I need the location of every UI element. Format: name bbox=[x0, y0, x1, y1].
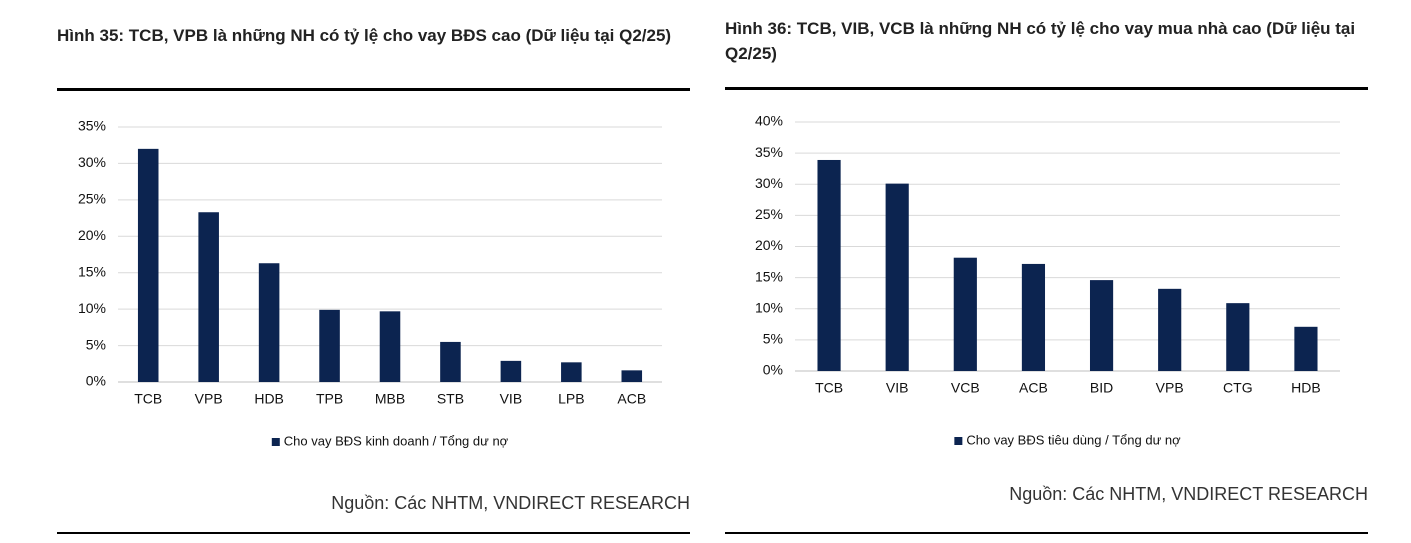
bar bbox=[379, 311, 401, 382]
x-tick-label: VIB bbox=[886, 380, 909, 396]
source: Nguồn: Các NHTM, VNDIRECT RESEARCH bbox=[1009, 484, 1368, 504]
bar bbox=[1294, 326, 1318, 371]
y-tick-label: 20% bbox=[78, 227, 106, 243]
bar bbox=[1089, 280, 1114, 371]
x-tick-label: CTG bbox=[1223, 380, 1253, 396]
y-tick-label: 35% bbox=[78, 118, 106, 134]
bottom-rule bbox=[725, 532, 1368, 534]
bar bbox=[1158, 288, 1182, 371]
bar bbox=[1226, 303, 1250, 371]
source: Nguồn: Các NHTM, VNDIRECT RESEARCH bbox=[331, 493, 690, 513]
y-tick-label: 25% bbox=[78, 191, 106, 207]
bar bbox=[885, 183, 909, 371]
x-tick-label: MBB bbox=[375, 391, 405, 407]
x-tick-label: VCB bbox=[951, 380, 980, 396]
x-tick-label: ACB bbox=[1019, 380, 1048, 396]
bar bbox=[817, 159, 841, 371]
y-tick-label: 15% bbox=[78, 263, 106, 279]
y-tick-label: 5% bbox=[763, 331, 783, 347]
x-tick-label: VPB bbox=[1156, 380, 1184, 396]
x-tick-label: TPB bbox=[316, 391, 343, 407]
x-tick-label: TCB bbox=[134, 391, 162, 407]
y-tick-label: 40% bbox=[755, 113, 783, 129]
legend-label: Cho vay BĐS kinh doanh / Tổng dư nợ bbox=[284, 433, 509, 448]
y-tick-label: 15% bbox=[755, 268, 783, 284]
bar bbox=[258, 263, 280, 382]
legend-swatch bbox=[271, 438, 280, 446]
bar bbox=[561, 362, 582, 382]
x-tick-label: ACB bbox=[617, 391, 646, 407]
y-tick-label: 25% bbox=[755, 206, 783, 222]
top-rule bbox=[57, 88, 690, 91]
bar bbox=[1021, 263, 1046, 371]
x-tick-label: VPB bbox=[195, 391, 223, 407]
x-tick-label: HDB bbox=[1291, 380, 1321, 396]
y-tick-label: 20% bbox=[755, 237, 783, 253]
x-tick-label: VIB bbox=[500, 391, 523, 407]
bar bbox=[953, 257, 977, 371]
top-rule bbox=[725, 87, 1368, 90]
x-tick-label: LPB bbox=[558, 391, 584, 407]
y-tick-label: 5% bbox=[86, 336, 106, 352]
legend-swatch bbox=[954, 437, 963, 445]
bar bbox=[319, 309, 340, 382]
y-tick-label: 35% bbox=[755, 144, 783, 160]
bar bbox=[500, 360, 522, 382]
y-tick-label: 10% bbox=[755, 299, 783, 315]
chart-title: Hình 35: TCB, VPB là những NH có tỷ lệ c… bbox=[57, 26, 672, 45]
bottom-rule bbox=[57, 532, 690, 534]
y-tick-label: 0% bbox=[86, 373, 106, 389]
legend-label: Cho vay BĐS tiêu dùng / Tổng dư nợ bbox=[966, 432, 1181, 447]
chart-title: Hình 36: TCB, VIB, VCB là những NH có tỷ… bbox=[725, 19, 1356, 63]
bar bbox=[621, 370, 643, 382]
x-tick-label: STB bbox=[437, 391, 464, 407]
y-tick-label: 10% bbox=[78, 300, 106, 316]
bar bbox=[137, 148, 159, 382]
bar bbox=[198, 212, 219, 382]
x-tick-label: TCB bbox=[815, 380, 843, 396]
x-tick-label: BID bbox=[1090, 380, 1113, 396]
y-tick-label: 0% bbox=[763, 362, 783, 378]
x-tick-label: HDB bbox=[254, 391, 284, 407]
y-tick-label: 30% bbox=[755, 175, 783, 191]
y-tick-label: 30% bbox=[78, 154, 106, 170]
bar bbox=[440, 341, 461, 382]
